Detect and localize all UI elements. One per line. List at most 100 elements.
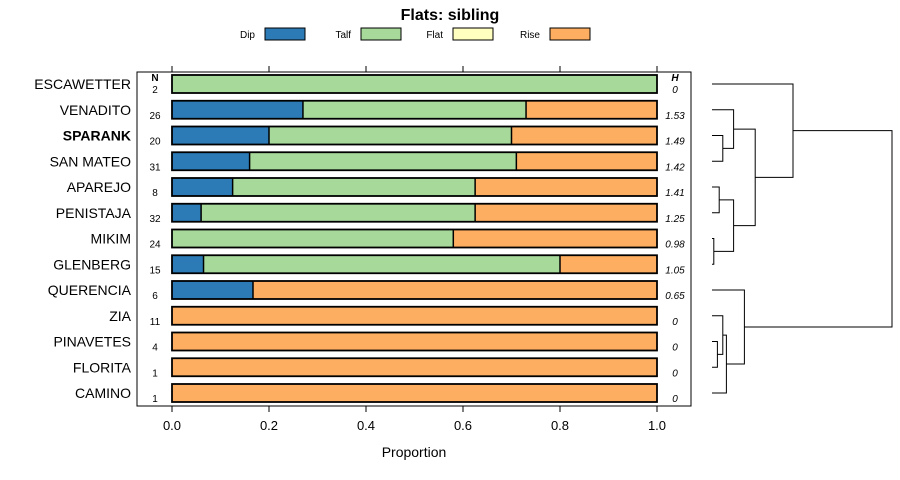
bar-segment-camino-rise bbox=[172, 384, 657, 402]
chart-title: Flats: sibling bbox=[401, 7, 500, 24]
bar-segment-aparejo-dip bbox=[172, 178, 233, 196]
bar-outline-glenberg bbox=[171, 254, 658, 275]
bar-segment-mikim-talf bbox=[172, 229, 454, 248]
category-label-venadito: VENADITO bbox=[60, 102, 131, 118]
n-value-glenberg: 15 bbox=[149, 265, 161, 276]
bar-segment-glenberg-talf bbox=[203, 255, 560, 274]
h-value-mikim: 0.98 bbox=[665, 240, 685, 251]
bar-outline-san-mateo bbox=[171, 151, 658, 172]
bar-segment-pinavetes-rise bbox=[172, 332, 657, 351]
bar-outline-pinavetes bbox=[171, 331, 658, 352]
bar-segment-venadito-rise bbox=[526, 100, 657, 119]
h-value-glenberg: 1.05 bbox=[665, 265, 685, 276]
legend-label-dip: Dip bbox=[240, 30, 255, 41]
bar-segment-aparejo-rise bbox=[475, 178, 657, 196]
h-value-camino: 0 bbox=[672, 394, 678, 405]
n-value-florita: 1 bbox=[152, 368, 158, 379]
bar-segment-sparank-rise bbox=[511, 126, 657, 145]
bar-segment-venadito-dip bbox=[172, 100, 303, 119]
bars-group bbox=[171, 74, 658, 403]
bar-outline-penistaja bbox=[171, 202, 658, 223]
category-label-escawetter: ESCAWETTER bbox=[34, 76, 131, 92]
n-value-venadito: 26 bbox=[149, 111, 161, 122]
bar-segment-querencia-rise bbox=[252, 281, 657, 299]
n-column-header: N bbox=[151, 73, 158, 84]
legend-swatch-rise bbox=[549, 27, 591, 41]
x-tick-label-1: 0.2 bbox=[260, 418, 278, 433]
bar-segment-aparejo-talf bbox=[232, 178, 476, 196]
x-tick-label-5: 1.0 bbox=[648, 418, 666, 433]
bar-segment-sparank-talf bbox=[269, 126, 512, 145]
category-label-glenberg: GLENBERG bbox=[53, 256, 131, 272]
n-value-san-mateo: 31 bbox=[149, 162, 161, 173]
h-value-aparejo: 1.41 bbox=[665, 188, 684, 199]
x-axis: 0.0 0.2 0.4 0.6 0.8 1.0 bbox=[163, 66, 666, 433]
n-value-querencia: 6 bbox=[152, 291, 158, 302]
dendrogram-link-11 bbox=[744, 130, 893, 328]
h-value-venadito: 1.53 bbox=[665, 111, 685, 122]
bar-outline-escawetter bbox=[171, 74, 658, 94]
n-value-sparank: 20 bbox=[149, 137, 161, 148]
x-tick-label-3: 0.6 bbox=[454, 418, 472, 433]
bar-outline-querencia bbox=[171, 280, 658, 300]
plot-frame bbox=[136, 71, 692, 407]
bar-segment-florita-rise bbox=[172, 358, 657, 377]
n-value-penistaja: 32 bbox=[149, 214, 161, 225]
category-label-penistaja: PENISTAJA bbox=[56, 205, 132, 221]
n-value-aparejo: 8 bbox=[152, 188, 158, 199]
bar-segment-mikim-rise bbox=[453, 229, 657, 248]
bar-segment-penistaja-talf bbox=[201, 203, 476, 222]
bar-segment-escawetter-talf bbox=[172, 75, 657, 93]
legend-swatch-talf bbox=[360, 27, 402, 41]
h-value-sparank: 1.49 bbox=[665, 137, 685, 148]
bar-segment-penistaja-rise bbox=[475, 203, 657, 222]
category-label-mikim: MIKIM bbox=[91, 231, 131, 247]
bar-segment-sparank-dip bbox=[172, 126, 269, 145]
bar-segment-glenberg-dip bbox=[172, 255, 204, 274]
h-value-san-mateo: 1.42 bbox=[665, 162, 685, 173]
bar-outline-florita bbox=[171, 357, 658, 378]
n-value-escawetter: 2 bbox=[152, 85, 158, 96]
category-label-pinavetes: PINAVETES bbox=[53, 334, 131, 350]
bar-outline-zia bbox=[171, 305, 658, 326]
bar-outline-venadito bbox=[171, 99, 658, 120]
category-label-sparank: SPARANK bbox=[63, 128, 131, 144]
h-value-zia: 0 bbox=[672, 317, 678, 328]
h-value-querencia: 0.65 bbox=[665, 291, 685, 302]
category-label-zia: ZIA bbox=[109, 308, 131, 324]
bar-segment-zia-rise bbox=[172, 306, 657, 325]
bar-segment-san-mateo-rise bbox=[516, 152, 657, 171]
bar-segment-penistaja-dip bbox=[172, 203, 202, 222]
x-axis-label: Proportion bbox=[382, 444, 447, 460]
legend-label-rise: Rise bbox=[520, 30, 540, 41]
bar-outline-sparank bbox=[171, 125, 658, 146]
h-value-penistaja: 1.25 bbox=[665, 214, 685, 225]
category-label-san-mateo: SAN MATEO bbox=[50, 153, 132, 169]
bar-outline-mikim bbox=[171, 228, 658, 249]
category-labels: ESCAWETTER VENADITO SPARANK SAN MATEO APAREJ… bbox=[34, 76, 131, 401]
legend: Dip Talf Flat Rise bbox=[240, 27, 591, 41]
x-tick-label-0: 0.0 bbox=[163, 418, 181, 433]
h-value-pinavetes: 0 bbox=[672, 343, 678, 354]
bar-outline-camino bbox=[171, 383, 658, 403]
h-value-florita: 0 bbox=[672, 368, 678, 379]
x-tick-label-4: 0.8 bbox=[551, 418, 569, 433]
h-values: 0 1.53 1.49 1.42 1.41 1.25 0.98 1.05 0.65 0 0 0 0 bbox=[665, 85, 685, 405]
dendrogram bbox=[712, 83, 893, 394]
bar-segment-san-mateo-dip bbox=[172, 152, 250, 171]
bar-segment-venadito-talf bbox=[302, 100, 527, 119]
category-label-florita: FLORITA bbox=[73, 359, 132, 375]
h-value-escawetter: 0 bbox=[672, 85, 678, 96]
n-value-pinavetes: 4 bbox=[152, 343, 158, 354]
legend-label-flat: Flat bbox=[426, 30, 443, 41]
x-tick-label-2: 0.4 bbox=[357, 418, 375, 433]
bar-segment-glenberg-rise bbox=[560, 255, 657, 274]
category-label-querencia: QUERENCIA bbox=[48, 282, 132, 298]
legend-label-talf: Talf bbox=[335, 30, 351, 41]
legend-swatch-flat bbox=[452, 27, 494, 41]
bar-segment-san-mateo-talf bbox=[249, 152, 517, 171]
category-label-aparejo: APAREJO bbox=[67, 179, 131, 195]
n-value-camino: 1 bbox=[152, 394, 158, 405]
